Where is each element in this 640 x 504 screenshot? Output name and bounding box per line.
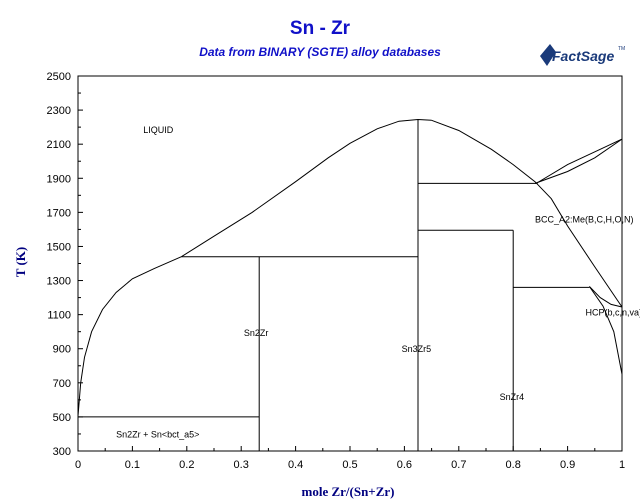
y-tick-label: 1100 (47, 310, 71, 322)
x-tick-label: 0 (75, 459, 81, 471)
x-tick-label: 0.5 (342, 459, 357, 471)
phase-label: Sn2Zr (244, 328, 269, 338)
x-tick-label: 1 (619, 459, 625, 471)
phase-label: Sn3Zr5 (402, 344, 432, 354)
y-tick-label: 500 (53, 412, 71, 424)
phase-boundary-line (431, 119, 623, 308)
phase-label: SnZr4 (500, 392, 525, 402)
logo-tm: TM (618, 46, 625, 52)
phase-labels: LIQUID Sn2Zr Sn3Zr5 SnZr4 BCC_A2:Me(B,C,H,O,… (116, 125, 640, 439)
phase-boundary-line (181, 118, 432, 258)
factsage-logo: FactSage TM (540, 44, 625, 66)
x-tick-label: 0.7 (451, 459, 466, 471)
x-tick-label: 0.8 (506, 459, 521, 471)
x-tick-label: 0.1 (125, 459, 140, 471)
y-tick-label: 900 (53, 344, 71, 356)
phase-boundary-line (537, 138, 623, 183)
chart-subtitle: Data from BINARY (SGTE) alloy databases (199, 45, 441, 59)
logo-mark (540, 44, 556, 66)
y-tick-label: 700 (53, 378, 71, 390)
y-axis-label: T (K) (13, 247, 28, 277)
x-tick-label: 0.3 (234, 459, 249, 471)
y-tick-label: 1900 (47, 173, 71, 185)
phase-label: HCP(b,c,n,va) (586, 307, 640, 317)
y-tick-label: 2300 (47, 105, 71, 117)
x-tick-label: 0.4 (288, 459, 303, 471)
y-axis: 300 500 700 900 1100 1300 1500 1700 1900 2100 2300… (47, 71, 83, 458)
x-axis-label: mole Zr/(Sn+Zr) (302, 484, 395, 499)
x-axis: 0 0.1 0.2 0.3 0.4 0.5 0.6 0.7 0.8 0.9 1 (75, 446, 625, 471)
phase-label: BCC_A2:Me(B,C,H,O,N) (535, 215, 634, 225)
y-tick-label: 1700 (47, 207, 71, 219)
phase-label: LIQUID (143, 125, 174, 135)
phase-label: Sn2Zr + Sn<bct_a5> (116, 429, 199, 439)
logo-text: FactSage (552, 48, 614, 64)
phase-boundary-line (534, 138, 623, 184)
y-tick-label: 2100 (47, 139, 71, 151)
chart-title: Sn - Zr (289, 18, 351, 39)
phase-boundary-line (77, 256, 182, 417)
x-tick-label: 0.2 (179, 459, 194, 471)
phase-boundary-line (588, 286, 623, 375)
phase-boundaries (77, 118, 623, 451)
x-tick-label: 0.9 (560, 459, 575, 471)
y-tick-label: 1500 (47, 241, 71, 253)
y-tick-label: 300 (53, 446, 71, 458)
phase-boundary-line (589, 286, 623, 308)
y-tick-label: 1300 (47, 276, 71, 288)
y-tick-label: 2500 (47, 71, 71, 83)
x-tick-label: 0.6 (397, 459, 412, 471)
